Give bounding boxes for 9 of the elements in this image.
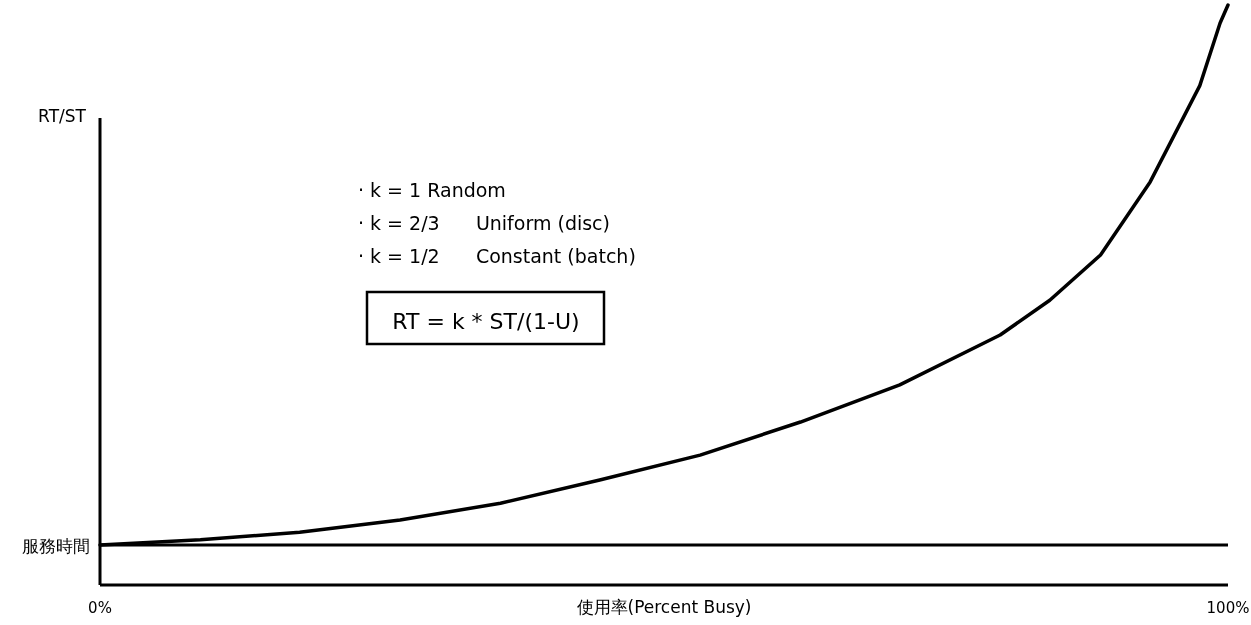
annotation: · k = 1 Random <box>358 179 506 201</box>
y-axis-title: RT/ST <box>38 106 87 126</box>
x-axis-title: 使用率(Percent Busy) <box>576 597 752 617</box>
x-tick-label: 100% <box>1206 599 1250 617</box>
annotation: RT = k * ST/(1-U) <box>392 309 580 334</box>
x-tick-label: 0% <box>88 599 112 617</box>
ref-line-label: 服務時間 <box>22 535 90 556</box>
annotation: · k = 2/3 Uniform (disc) <box>358 212 610 234</box>
annotation: · k = 1/2 Constant (batch) <box>358 245 636 267</box>
